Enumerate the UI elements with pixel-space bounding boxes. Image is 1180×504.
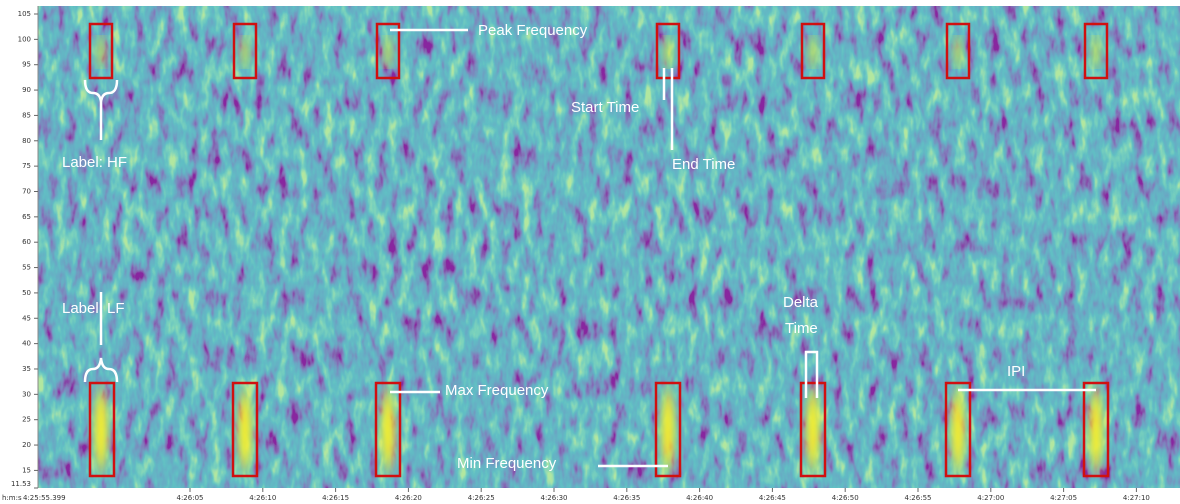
y-tick-label: 15 [22, 466, 31, 474]
y-tick-label: 100 [18, 35, 31, 43]
x-tick-label: 4:27:00 [977, 494, 1004, 502]
lf-box [88, 381, 116, 478]
x-tick-label: 4:27:05 [1050, 494, 1077, 502]
bracket [804, 350, 819, 398]
annotation: Time [785, 320, 818, 337]
y-tick-label: 75 [22, 162, 31, 170]
lf-box [944, 381, 972, 478]
y-tick-label: 40 [22, 340, 31, 348]
x-tick-label: 4:26:45 [759, 494, 786, 502]
y-tick-label: 50 [22, 289, 31, 297]
annotation: Start Time [571, 99, 639, 116]
y-tick-label: 11.53 [11, 480, 31, 488]
annotation: Min Frequency [457, 455, 557, 472]
lf-box [1082, 381, 1110, 478]
annotation: Delta [783, 294, 819, 311]
hf-box [375, 22, 401, 80]
y-tick-label: 35 [22, 365, 31, 373]
detection-boxes [88, 22, 1110, 478]
x-tick-label: 4:26:05 [177, 494, 204, 502]
lf-box [654, 381, 682, 478]
lf-box [374, 381, 402, 478]
x-tick-label: 4:26:50 [832, 494, 859, 502]
annotation: Max Frequency [445, 382, 549, 399]
y-tick-label: 80 [22, 137, 31, 145]
annotations: Peak Frequency Start Time End Time Label… [62, 22, 1025, 472]
x-tick-label: 4:26:40 [686, 494, 713, 502]
brace [83, 292, 119, 383]
x-tick-label: 4:27:10 [1123, 494, 1150, 502]
y-tick-label: 45 [22, 314, 31, 322]
y-tick-label: 70 [22, 187, 31, 195]
y-tick-label: 95 [22, 61, 31, 69]
y-tick-label: 65 [22, 213, 31, 221]
call-energy [94, 390, 1103, 470]
x-tick-label: 4:26:30 [541, 494, 568, 502]
x-tick-label: 4:26:15 [322, 494, 349, 502]
annotation-lines [83, 28, 1096, 468]
hf-box [655, 22, 681, 80]
hf-box [945, 22, 971, 80]
annotation: Label: LF [62, 300, 125, 317]
x-tick-label: 4:26:55 [905, 494, 932, 502]
x-tick-label: 4:26:10 [249, 494, 276, 502]
hf-box [232, 22, 258, 80]
y-tick-label: 25 [22, 416, 31, 424]
y-tick-label: 55 [22, 264, 31, 272]
low-band-noise [38, 380, 1180, 488]
x-axis-label: h:m:s [2, 494, 22, 502]
y-tick-label: 30 [22, 390, 31, 398]
hf-box [88, 22, 114, 80]
y-tick-label: 85 [22, 111, 31, 119]
annotation: IPI [1007, 363, 1025, 380]
y-tick-label: 105 [18, 10, 31, 18]
x-tick-label: 4:26:20 [395, 494, 422, 502]
annotation: Label: HF [62, 154, 127, 171]
y-tick-label: 90 [22, 86, 31, 94]
y-tick-label: 20 [22, 441, 31, 449]
lf-box [799, 381, 827, 478]
y-tick-label: 60 [22, 238, 31, 246]
x-tick-label: 4:26:35 [613, 494, 640, 502]
x-tick-label: 4:25:55.399 [23, 494, 66, 502]
brace [83, 79, 119, 140]
hf-box [800, 22, 826, 80]
hf-box [1083, 22, 1109, 80]
x-tick-label: 4:26:25 [468, 494, 495, 502]
annotation: End Time [672, 156, 735, 173]
call-energy-high [96, 38, 1101, 66]
lf-box [231, 381, 259, 478]
annotation: Peak Frequency [478, 22, 588, 39]
